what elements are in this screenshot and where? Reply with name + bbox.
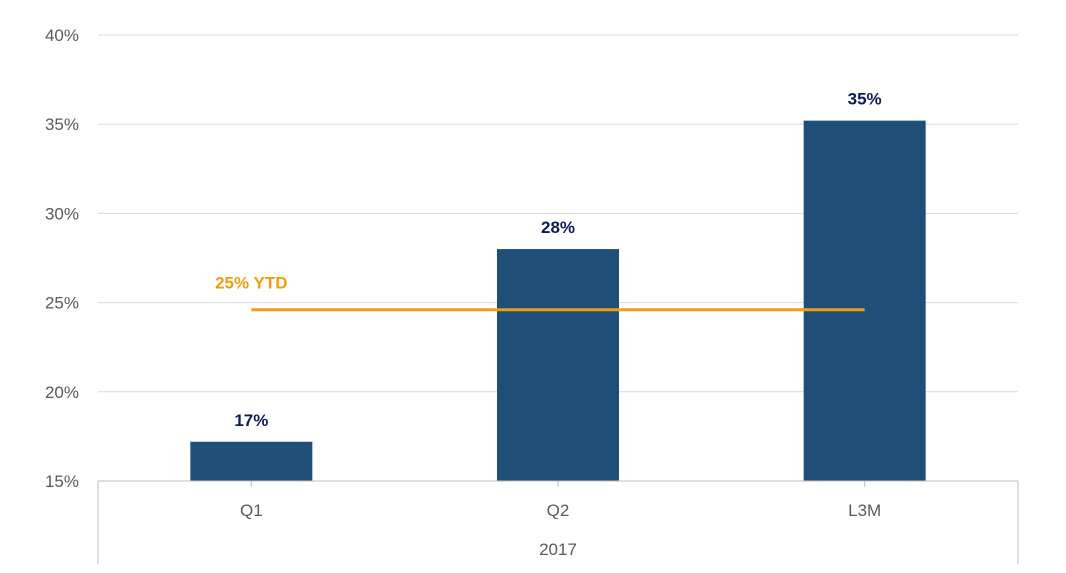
x-group-label: 2017 (539, 540, 577, 559)
data-label-q2: 28% (541, 218, 575, 237)
bar-q1 (190, 441, 313, 481)
bars (190, 120, 926, 482)
data-label-l3m: 35% (848, 90, 882, 109)
x-axis: Q1 Q2 L3M 2017 (97, 480, 1019, 564)
reference-line-label: 25% YTD (215, 274, 287, 293)
bar-q2 (497, 249, 619, 481)
y-tick-label: 20% (45, 383, 79, 402)
y-tick-label: 25% (45, 294, 79, 313)
x-tick-label-l3m: L3M (848, 501, 881, 520)
reference-line-group: 25% YTD (215, 274, 865, 312)
y-tick-label: 35% (45, 115, 79, 134)
y-tick-label: 15% (45, 472, 79, 491)
x-tick-label-q1: Q1 (240, 501, 263, 520)
y-tick-label: 40% (45, 26, 79, 45)
y-axis: 15% 20% 25% 30% 35% 40% (45, 26, 79, 491)
x-tick-label-q2: Q2 (547, 501, 570, 520)
data-label-q1: 17% (234, 411, 268, 430)
bar-l3m (803, 120, 926, 482)
data-labels: 17% 28% 35% (234, 90, 881, 430)
y-tick-label: 30% (45, 204, 79, 223)
